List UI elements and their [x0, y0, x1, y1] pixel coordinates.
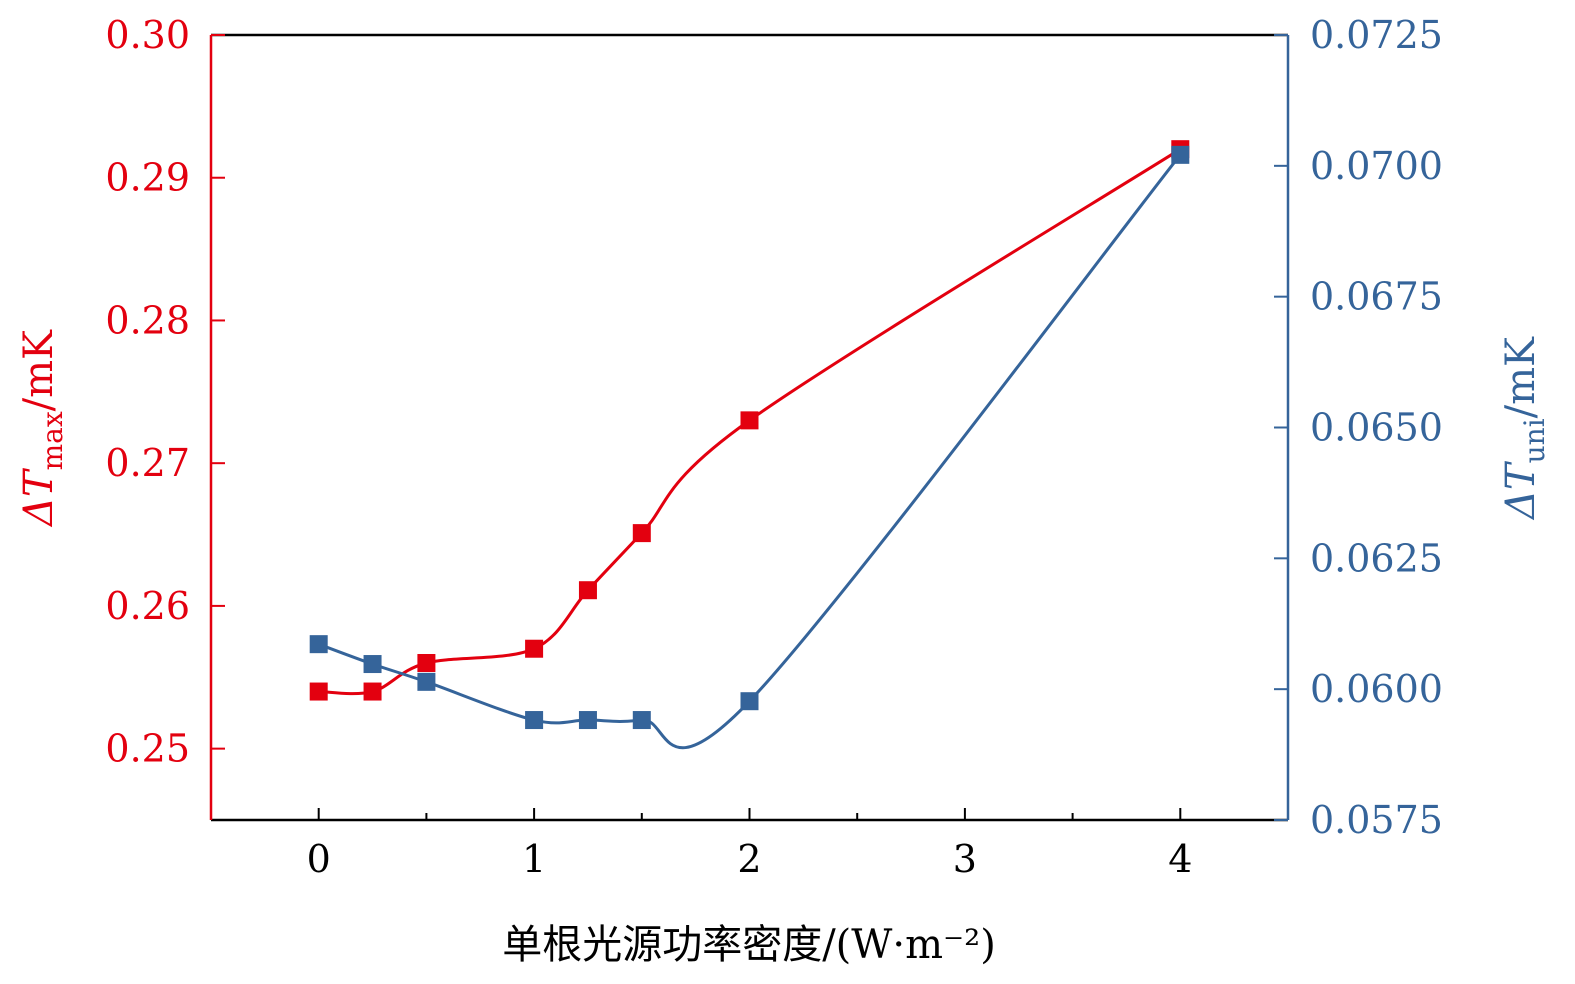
data-point-left: [363, 682, 382, 701]
y-right-tick-label: 0.0700: [1310, 144, 1443, 188]
y-right-tick-label: 0.0600: [1310, 667, 1443, 711]
series-line-right: [318, 153, 1182, 750]
data-point-left: [309, 682, 328, 701]
y-right-axis-label: ΔTuni/mK: [1498, 336, 1551, 521]
data-point-right: [363, 655, 382, 674]
y-left-tick-label: 0.30: [105, 13, 190, 57]
data-point-right: [1171, 145, 1190, 164]
y-left-label-unit: /mK: [16, 329, 62, 411]
data-point-right: [740, 692, 759, 711]
y-right-label-unit: /mK: [1498, 336, 1544, 418]
y-left-label-sub: max: [36, 411, 69, 470]
data-point-left: [525, 639, 544, 658]
y-right-label-main: ΔT: [1498, 460, 1544, 521]
data-point-right: [525, 711, 544, 730]
data-point-left: [578, 581, 597, 600]
y-left-tick-label: 0.25: [105, 727, 190, 771]
y-right-tick-label: 0.0625: [1310, 536, 1443, 580]
data-point-right: [309, 635, 328, 654]
x-tick-label: 2: [737, 837, 761, 881]
x-tick-label: 1: [522, 837, 546, 881]
y-left-tick-label: 0.29: [105, 156, 190, 200]
x-tick-label: 3: [953, 837, 977, 881]
x-tick-label: 0: [307, 837, 331, 881]
data-point-right: [632, 711, 651, 730]
y-left-tick-label: 0.28: [105, 298, 190, 342]
data-point-left: [632, 524, 651, 543]
y-right-tick-label: 0.0725: [1310, 13, 1443, 57]
y-right-label-sub: uni: [1518, 418, 1551, 463]
data-point-left: [417, 654, 436, 672]
y-left-axis-label: ΔTmax/mK: [16, 329, 69, 528]
data-point-right: [417, 672, 436, 691]
data-point-left: [740, 411, 759, 430]
y-right-tick-label: 0.0650: [1310, 406, 1443, 450]
y-right-tick-label: 0.0675: [1310, 275, 1443, 319]
y-right-tick-label: 0.0575: [1310, 798, 1443, 842]
x-axis-label: 单根光源功率密度/(W·m⁻²): [502, 922, 996, 968]
data-point-right: [578, 711, 597, 730]
x-tick-label: 4: [1168, 837, 1192, 881]
series-line-left: [318, 147, 1182, 696]
y-left-tick-label: 0.27: [105, 441, 190, 485]
y-left-tick-label: 0.26: [105, 584, 190, 628]
y-left-label-main: ΔT: [16, 467, 62, 528]
